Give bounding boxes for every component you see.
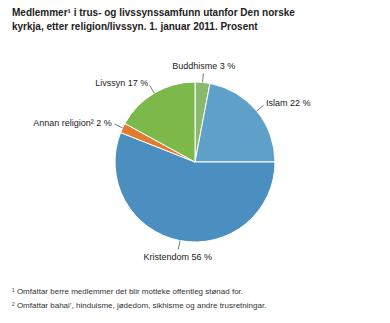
leader-line [257,105,264,111]
value-label: 17 % [128,78,149,88]
leader-line [178,241,180,250]
data-label: Buddhisme 3 % [172,61,235,71]
category-label: Buddhisme [172,61,217,71]
slice [195,83,275,162]
category-label: Livssyn [95,78,125,88]
data-label: Kristendom 56 % [143,252,212,262]
pie [115,82,275,242]
leader-line [150,85,155,93]
value-label: 3 % [220,61,236,71]
footnote: ¹ Omfattar berre medlemmer det blir mott… [12,287,243,296]
leader-line [114,124,122,128]
title: Medlemmer¹ i trus- og livssynssamfunn ut… [12,7,295,18]
labels: Buddhisme 3 % Islam 22 % Kristendom 56 % An… [33,61,310,262]
category-label: Annan religion² [33,118,94,128]
data-label: Islam 22 % [266,98,311,108]
category-label: Kristendom [143,252,189,262]
data-label: Livssyn 17 % [95,78,148,88]
category-label: Islam [266,98,288,108]
value-label: 22 % [290,98,311,108]
slice [125,82,195,162]
data-label: Annan religion² 2 % [33,118,112,128]
chart: Medlemmer¹ i trus- og livssynssamfunn ut… [0,0,390,323]
footnote: ² Omfattar bahai’, hinduisme, jødedom, s… [12,301,266,310]
leader-line [202,73,204,82]
subtitle: kyrkja, etter religion/livssyn. 1. janua… [12,21,258,32]
value-label: 2 % [96,118,112,128]
value-label: 56 % [192,252,213,262]
